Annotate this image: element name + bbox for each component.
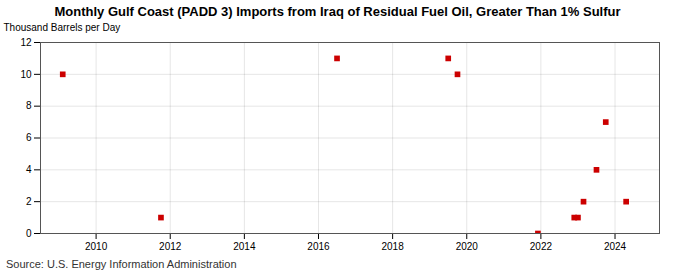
svg-text:12: 12 bbox=[20, 37, 32, 48]
svg-text:0: 0 bbox=[26, 228, 32, 239]
svg-text:2024: 2024 bbox=[604, 241, 627, 252]
svg-text:2020: 2020 bbox=[456, 241, 479, 252]
svg-text:10: 10 bbox=[20, 69, 32, 80]
html-text:Source: U.S. Energy Informatio: Source: U.S. Energy Information Administ… bbox=[6, 258, 237, 270]
svg-text:2014: 2014 bbox=[233, 241, 256, 252]
svg-text:Thousand Barrels per Day: Thousand Barrels per Day bbox=[4, 22, 121, 33]
html-text:Monthly Gulf Coast (PADD 3) Im: Monthly Gulf Coast (PADD 3) Imports from… bbox=[54, 4, 621, 19]
svg-text:2018: 2018 bbox=[382, 241, 405, 252]
svg-text:4: 4 bbox=[26, 164, 32, 175]
svg-text:6: 6 bbox=[26, 132, 32, 143]
svg-text:2: 2 bbox=[26, 196, 32, 207]
svg-text:8: 8 bbox=[26, 100, 32, 111]
svg-text:2010: 2010 bbox=[85, 241, 108, 252]
svg-text:2012: 2012 bbox=[159, 241, 182, 252]
svg-text:2016: 2016 bbox=[307, 241, 330, 252]
svg-text:2022: 2022 bbox=[530, 241, 553, 252]
